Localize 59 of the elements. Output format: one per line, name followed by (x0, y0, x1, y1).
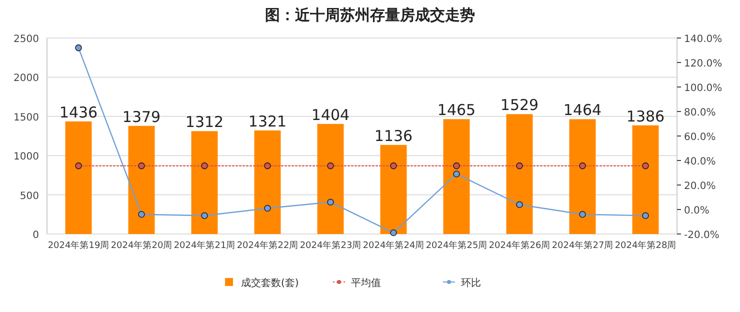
data-label: 1321 (248, 112, 287, 130)
y-tick-label: 1500 (14, 112, 39, 124)
x-tick-label: 2024年第24周 (362, 240, 424, 251)
point (75, 44, 82, 52)
bar (506, 114, 533, 234)
bar (443, 119, 470, 234)
y2-tick-label: 80.0% (684, 108, 716, 118)
legend-label: 成交套数(套) (241, 277, 299, 289)
bar (65, 121, 92, 234)
y-tick-label: 2500 (14, 34, 39, 45)
legend-label: 平均值 (351, 277, 381, 289)
y2-tick-label: 140.0% (684, 34, 722, 45)
x-tick-label: 2024年第19周 (48, 240, 110, 251)
x-tick-label: 2024年第28周 (614, 240, 676, 251)
point (579, 211, 586, 218)
bar (128, 126, 155, 234)
bar (569, 119, 596, 234)
y2-tick-label: 120.0% (684, 58, 722, 70)
point (453, 170, 460, 178)
bar (632, 125, 659, 234)
x-tick-label: 2024年第27周 (552, 240, 614, 251)
x-tick-label: 2024年第22周 (236, 240, 298, 251)
x-tick-label: 2024年第20周 (110, 240, 172, 251)
point (201, 212, 208, 220)
y2-tick-label: -20.0% (684, 230, 720, 241)
x-tick-label: 2024年第21周 (174, 240, 236, 251)
point (390, 229, 397, 236)
y2-tick-label: 40.0% (684, 156, 716, 168)
y2-tick-label: 60.0% (684, 132, 716, 143)
x-tick-label: 2024年第26周 (488, 240, 550, 251)
bar (380, 144, 407, 234)
chart-title: 图：近十周苏州存量房成交走势 (265, 6, 475, 24)
data-label: 1379 (122, 108, 161, 126)
point (516, 201, 523, 208)
point (138, 211, 145, 218)
data-label: 1529 (500, 96, 539, 114)
y2-tick-label: 100.0% (684, 83, 722, 94)
legend-label: 环比 (461, 277, 481, 289)
point (642, 212, 649, 220)
data-label: 1386 (626, 107, 665, 126)
x-tick-label: 2024年第23周 (300, 240, 362, 251)
point (327, 198, 334, 206)
y-tick-label: 0 (32, 230, 39, 241)
data-label: 1436 (59, 103, 98, 122)
data-label: 1465 (437, 101, 476, 120)
data-label: 1464 (563, 101, 602, 120)
y2-tick-label: 0.0% (684, 206, 710, 216)
bar (191, 131, 218, 234)
bar (317, 124, 344, 234)
data-label: 1312 (185, 113, 224, 132)
x-tick-label: 2024年第25周 (426, 240, 488, 251)
data-label: 1136 (374, 126, 413, 145)
point (264, 204, 271, 212)
y-tick-label: 2000 (14, 73, 39, 84)
y-tick-label: 500 (20, 190, 39, 202)
y-tick-label: 1000 (14, 152, 39, 163)
y2-tick-label: 20.0% (684, 181, 716, 192)
bar (254, 130, 281, 234)
data-label: 1404 (311, 106, 350, 124)
